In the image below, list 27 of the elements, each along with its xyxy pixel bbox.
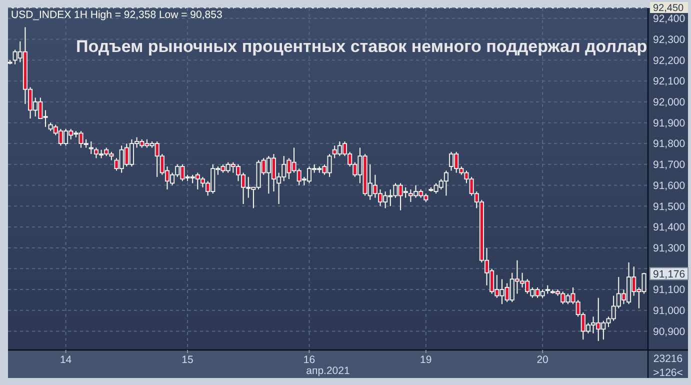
y-tick-label: 90,900: [653, 326, 686, 338]
y-tick-label: 91,300: [653, 242, 686, 254]
y-tick-label: 92,450: [653, 3, 684, 14]
text: >126<: [653, 367, 683, 379]
x-axis-title: апр.2021: [306, 365, 350, 377]
y-tick-label: 91,000: [653, 305, 686, 318]
y-tick-label: 91,900: [653, 117, 686, 130]
y-tick-label: 92,100: [653, 76, 686, 88]
x-tick-label: 15: [182, 354, 194, 366]
text: Подъем рыночных процентных ставок немного поддержал доллар: [76, 37, 648, 56]
chart-subtitle: USD_INDEX 1H High = 92,358 Low = 90,853: [11, 9, 222, 21]
y-tick-label: 91,700: [653, 159, 686, 172]
x-tick-label: 14: [60, 354, 72, 366]
y-tick-label: 91,400: [653, 222, 686, 234]
y-tick-label: 91,500: [653, 200, 686, 213]
y-tick-label: 92,300: [653, 34, 686, 46]
text: 23216: [653, 353, 683, 365]
y-tick-label: 91,800: [653, 138, 686, 150]
x-tick-label: 16: [303, 354, 316, 366]
y-tick-label: 91,100: [653, 284, 686, 296]
y-tick-label: 92,400: [653, 13, 686, 26]
y-tick-label: 91,600: [653, 180, 686, 192]
y-tick-label: 92,200: [653, 54, 686, 67]
x-tick-label: 19: [420, 354, 432, 366]
y-tick-label: 92,000: [653, 96, 686, 109]
x-tick-label: 20: [536, 354, 549, 366]
annotation: 91,176: [653, 268, 686, 280]
